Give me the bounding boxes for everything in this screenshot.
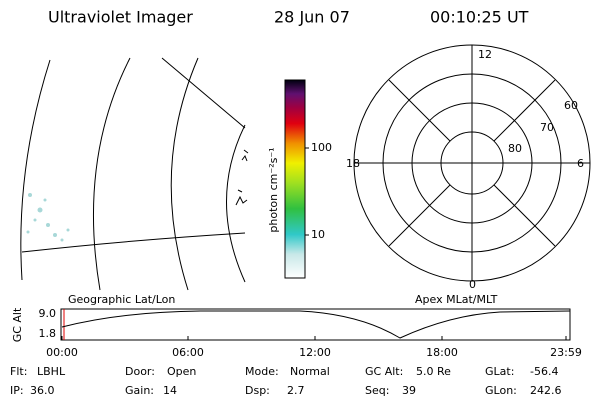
info-label: GLat: <box>485 365 514 378</box>
info-value: 242.6 <box>530 384 562 397</box>
orbit-xtick-label: 00:00 <box>46 346 78 359</box>
info-label: Dsp: <box>245 384 270 397</box>
info-value: Normal <box>290 365 330 378</box>
orbit-xtick-label: 12:00 <box>299 346 331 359</box>
orbit-left-title: Geographic Lat/Lon <box>68 293 175 306</box>
info-value: 2.7 <box>287 384 305 397</box>
polar-grid <box>353 44 591 282</box>
mlt-label: 18 <box>346 157 360 170</box>
info-value: -56.4 <box>530 365 558 378</box>
orbit-xtick-label: 06:00 <box>172 346 204 359</box>
instrument: Ultraviolet Imager <box>48 8 193 27</box>
mlt-label: 12 <box>478 48 492 61</box>
info-value: 14 <box>163 384 177 397</box>
info-label: Flt: <box>10 365 27 378</box>
mlt-label: 6 <box>577 157 584 170</box>
mlt-label: 0 <box>469 278 476 291</box>
lat-label: 80 <box>508 142 522 155</box>
time: 00:10:25 UT <box>430 8 529 27</box>
colorbar-tick-label: 10 <box>311 228 325 241</box>
info-label: GC Alt: <box>365 365 403 378</box>
info-value: 36.0 <box>30 384 55 397</box>
colorbar-label: photon cm⁻²s⁻¹ <box>267 147 280 232</box>
orbit-axis-label: GC Alt <box>11 307 24 342</box>
lat-label: 60 <box>564 99 578 112</box>
orbit-ytick-label: 9.0 <box>39 307 57 320</box>
color-bar <box>284 79 306 279</box>
info-value: LBHL <box>37 365 66 378</box>
info-value: 5.0 Re <box>416 365 451 378</box>
info-label: Gain: <box>125 384 154 397</box>
orbit-ytick-label: 1.8 <box>39 327 57 340</box>
info-label: Seq: <box>365 384 389 397</box>
info-label: Mode: <box>245 365 279 378</box>
info-value: Open <box>167 365 196 378</box>
info-value: 39 <box>402 384 416 397</box>
date: 28 Jun 07 <box>274 8 350 27</box>
orbit-xtick-label: 23:59 <box>550 346 582 359</box>
orbit-xtick-label: 18:00 <box>426 346 458 359</box>
orbit-frame <box>60 308 571 341</box>
colorbar-tick-label: 100 <box>311 141 332 154</box>
orbit-altitude <box>61 310 571 339</box>
info-label: Door: <box>125 365 155 378</box>
info-label: IP: <box>10 384 24 397</box>
geo-map <box>20 57 249 291</box>
lat-label: 70 <box>540 121 554 134</box>
info-label: GLon: <box>485 384 517 397</box>
orbit-right-title: Apex MLat/MLT <box>415 293 498 306</box>
